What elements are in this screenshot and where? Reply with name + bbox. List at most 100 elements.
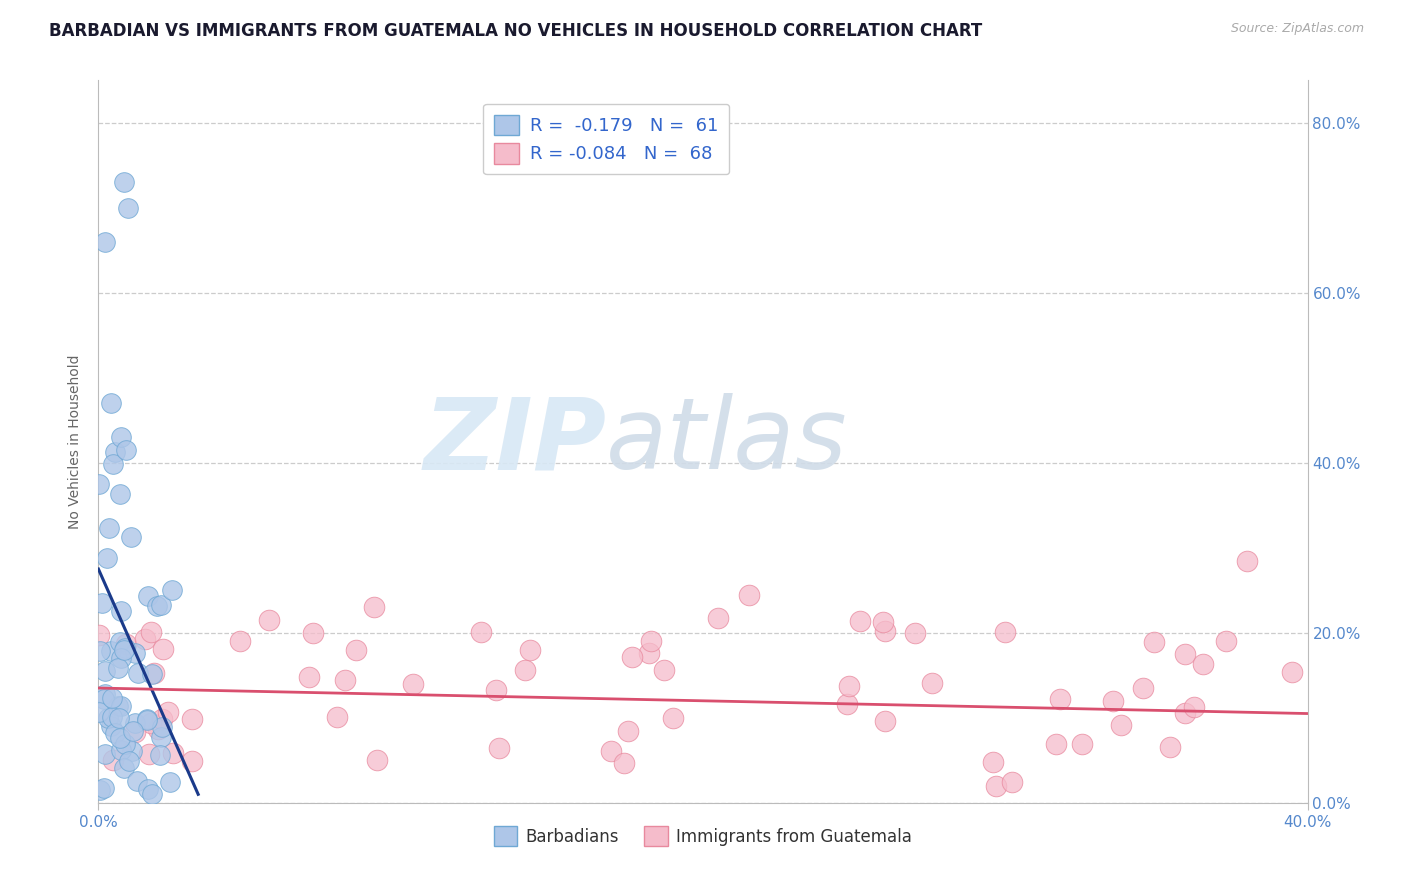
Point — [366, 753, 388, 767]
Point — [100, 710, 122, 724]
Point — [326, 710, 349, 724]
Point — [981, 755, 1004, 769]
Point — [136, 589, 159, 603]
Text: Source: ZipAtlas.com: Source: ZipAtlas.com — [1230, 22, 1364, 36]
Point — [159, 775, 181, 789]
Point — [94, 235, 117, 249]
Point — [101, 691, 124, 706]
Point — [301, 625, 323, 640]
Point — [180, 712, 202, 726]
Point — [87, 706, 110, 720]
Point — [519, 642, 541, 657]
Point — [921, 676, 943, 690]
Point — [1174, 706, 1197, 721]
Point — [124, 646, 146, 660]
Point — [136, 713, 159, 727]
Point — [150, 720, 173, 734]
Point — [146, 599, 169, 613]
Point — [838, 679, 860, 693]
Point — [97, 711, 120, 725]
Point — [149, 747, 172, 762]
Point — [141, 787, 163, 801]
Point — [363, 600, 385, 615]
Point — [638, 647, 661, 661]
Legend: Barbadians, Immigrants from Guatemala: Barbadians, Immigrants from Guatemala — [488, 820, 918, 852]
Point — [1045, 737, 1067, 751]
Point — [110, 650, 132, 665]
Point — [110, 430, 132, 444]
Point — [152, 641, 174, 656]
Point — [1215, 634, 1237, 648]
Point — [148, 723, 170, 737]
Point — [835, 698, 858, 712]
Point — [1192, 657, 1215, 671]
Point — [110, 604, 132, 618]
Point — [1001, 774, 1024, 789]
Point — [101, 753, 124, 767]
Point — [873, 624, 896, 639]
Point — [1174, 647, 1197, 661]
Point — [662, 711, 685, 725]
Point — [101, 457, 124, 471]
Point — [257, 613, 280, 627]
Point — [110, 699, 132, 714]
Point — [93, 691, 115, 706]
Point — [1143, 635, 1166, 649]
Point — [115, 637, 138, 651]
Point — [162, 746, 184, 760]
Point — [1132, 681, 1154, 695]
Point — [110, 743, 132, 757]
Point — [89, 644, 111, 658]
Point — [93, 780, 115, 795]
Point — [110, 487, 132, 501]
Point — [121, 724, 143, 739]
Point — [994, 625, 1017, 640]
Point — [91, 596, 114, 610]
Point — [515, 663, 537, 677]
Point — [112, 642, 135, 657]
Point — [150, 731, 173, 745]
Point — [904, 625, 927, 640]
Point — [1071, 737, 1094, 751]
Point — [89, 783, 111, 797]
Point — [117, 201, 139, 215]
Point — [120, 530, 142, 544]
Point — [87, 628, 110, 642]
Point — [335, 673, 357, 687]
Point — [149, 599, 172, 613]
Point — [124, 716, 146, 731]
Point — [136, 713, 159, 727]
Point — [485, 683, 508, 698]
Point — [738, 588, 761, 602]
Point — [156, 705, 179, 719]
Point — [488, 741, 510, 756]
Point — [1102, 694, 1125, 708]
Point — [640, 634, 662, 648]
Point — [872, 615, 894, 629]
Point — [402, 676, 425, 690]
Point — [150, 712, 173, 726]
Point — [87, 476, 110, 491]
Y-axis label: No Vehicles in Household: No Vehicles in Household — [69, 354, 83, 529]
Point — [1182, 699, 1205, 714]
Point — [344, 642, 367, 657]
Point — [138, 747, 160, 761]
Point — [100, 396, 122, 410]
Point — [107, 661, 129, 675]
Point — [125, 773, 148, 788]
Text: BARBADIAN VS IMMIGRANTS FROM GUATEMALA NO VEHICLES IN HOUSEHOLD CORRELATION CHAR: BARBADIAN VS IMMIGRANTS FROM GUATEMALA N… — [49, 22, 983, 40]
Point — [143, 665, 166, 680]
Point — [110, 635, 132, 649]
Point — [115, 442, 138, 457]
Text: atlas: atlas — [606, 393, 848, 490]
Point — [470, 624, 492, 639]
Point — [986, 779, 1008, 793]
Point — [652, 663, 675, 677]
Point — [127, 666, 149, 681]
Point — [139, 716, 162, 731]
Point — [707, 611, 730, 625]
Point — [181, 754, 204, 768]
Point — [141, 625, 163, 640]
Point — [1281, 665, 1303, 680]
Point — [100, 644, 122, 658]
